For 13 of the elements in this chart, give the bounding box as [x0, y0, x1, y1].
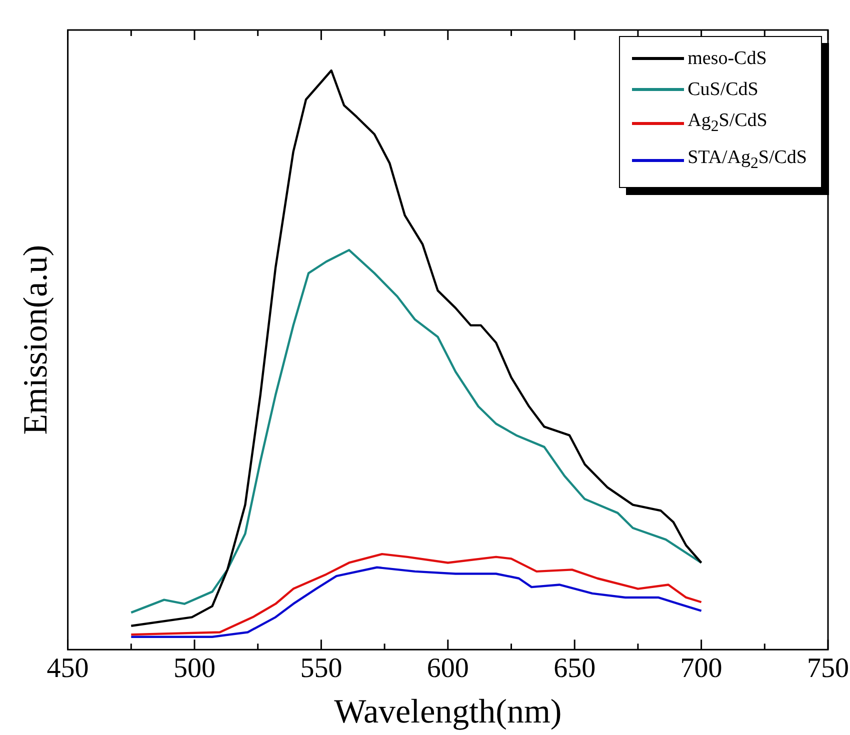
legend-label: STA/Ag$_{2}$S/CdS — [688, 146, 807, 174]
x-tick-label: 600 — [426, 652, 469, 684]
legend-label: Ag$_{2}$S/CdS — [688, 109, 768, 137]
x-tick-label: 450 — [46, 652, 89, 684]
x-tick-label: 550 — [300, 652, 342, 684]
x-tick-label: 500 — [174, 652, 216, 684]
x-tick-label: 700 — [680, 652, 722, 684]
legend-label: meso-CdS — [688, 47, 767, 71]
legend-label: CuS/CdS — [688, 78, 758, 102]
y-axis-title: Emission(a.u) — [17, 244, 54, 435]
x-tick-label: 650 — [554, 652, 596, 684]
x-axis-title: Wavelength(nm) — [334, 694, 562, 731]
x-tick-label: 750 — [807, 652, 849, 684]
